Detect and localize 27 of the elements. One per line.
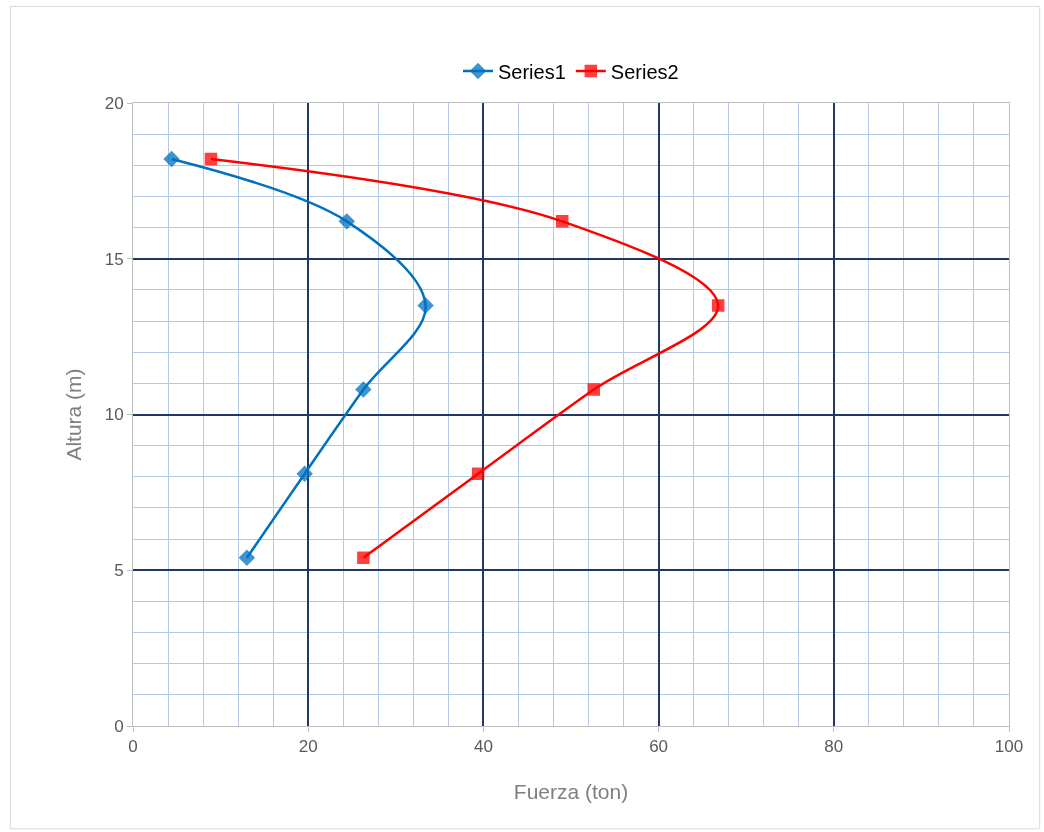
y-tick-label: 10 (104, 405, 124, 425)
x-axis-title: Fuerza (ton) (513, 780, 629, 803)
y-axis-title: Altura (m) (62, 368, 85, 461)
point (357, 551, 370, 565)
y-tick-label: 15 (104, 249, 124, 269)
point (417, 297, 434, 314)
x-tick-label: 20 (298, 737, 318, 757)
x-tick-label: 60 (649, 737, 669, 757)
legend-label: Series2 (610, 60, 679, 83)
x-tick-label: 0 (128, 737, 138, 757)
point (338, 213, 355, 230)
point (711, 299, 725, 312)
point (204, 152, 218, 166)
legend-label: Series1 (498, 60, 566, 83)
point (587, 383, 601, 396)
x-tick-label: 40 (473, 737, 493, 757)
x-tick-label: 80 (824, 737, 844, 757)
y-tick-label: 0 (114, 716, 124, 736)
point (355, 381, 372, 398)
x-tick-label: 100 (994, 737, 1024, 757)
y-tick-label: 5 (114, 561, 124, 581)
y-tick-label: 20 (104, 93, 124, 113)
point (238, 549, 255, 566)
point (471, 467, 485, 480)
point (555, 215, 569, 228)
point (296, 465, 313, 482)
point (163, 151, 180, 167)
